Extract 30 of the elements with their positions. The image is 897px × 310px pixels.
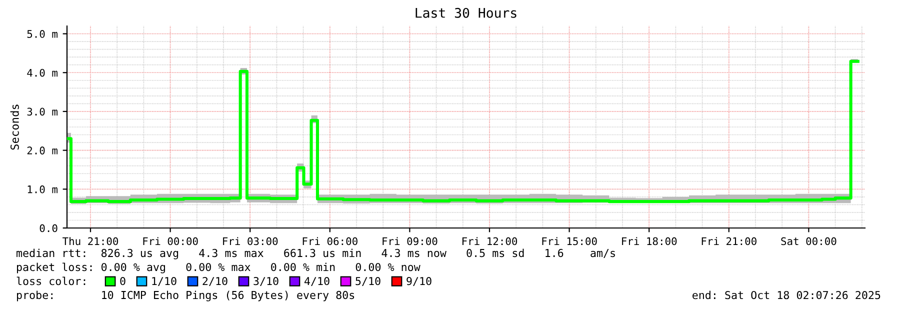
- legend-label: 1/10: [152, 276, 176, 286]
- y-tick-label: 4.0 m: [27, 68, 58, 77]
- y-tick-label: 5.0 m: [27, 30, 58, 38]
- x-tick-label: Fri 15:00: [542, 237, 597, 246]
- x-tick-label: Fri 03:00: [223, 237, 278, 246]
- legend-label: 3/10: [254, 276, 278, 286]
- x-tick-label: Fri 06:00: [302, 237, 358, 246]
- text: probe: 10 ICMP Echo Pings (56 Bytes) every 80s: [17, 290, 354, 302]
- x-tick-label: Sat 00:00: [781, 237, 836, 246]
- x-tick-label: Fri 00:00: [143, 237, 198, 246]
- chart-title: Last 30 Hours: [416, 8, 516, 18]
- y-tick-label: 0.0: [40, 224, 58, 232]
- legend-label: 9/10: [406, 276, 432, 286]
- y-tick-label: 3.0 m: [27, 108, 58, 116]
- text: median rtt: 826.3 us avg 4.3 ms max 661.3 us min 4.3 ms now 0.5 ms sd 1.6 am/s: [16, 248, 615, 260]
- y-axis-title: Seconds: [10, 104, 19, 150]
- legend-label: 5/10: [356, 276, 380, 286]
- y-tick-label: 1.0 m: [28, 185, 58, 194]
- x-tick-label: Fri 21:00: [702, 237, 756, 246]
- text: end: Sat Oct 18 02:07:26 2025: [692, 290, 880, 300]
- x-tick-label: Thu 21:00: [62, 237, 118, 246]
- text: packet loss: 0.00 % avg 0.00 % max 0.00 % min 0.00 % now: [17, 262, 420, 274]
- x-tick-label: Fri 09:00: [382, 237, 438, 246]
- x-tick-label: Fri 18:00: [622, 237, 677, 246]
- legend-label: 4/10: [304, 276, 330, 286]
- legend-title: loss color:: [16, 276, 86, 286]
- x-tick-label: Fri 12:00: [462, 237, 518, 246]
- legend-label: 2/10: [202, 276, 228, 286]
- legend-label: 0: [120, 276, 126, 286]
- y-tick-label: 2.0 m: [27, 146, 58, 154]
